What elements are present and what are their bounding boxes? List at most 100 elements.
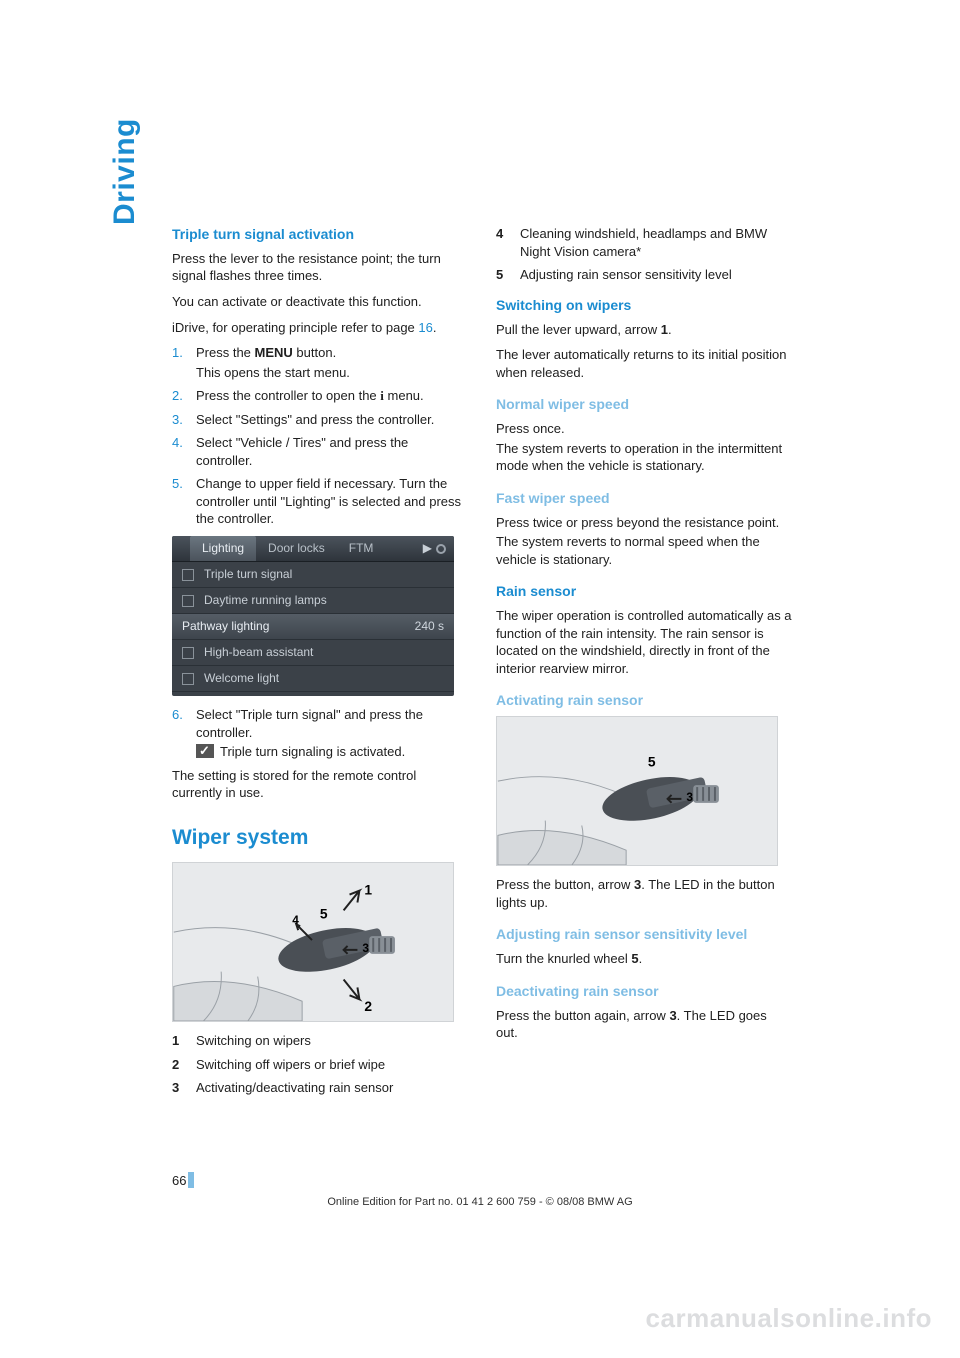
- knob-icon: [436, 544, 446, 554]
- rain-sensor-diagram-svg: 3 5: [497, 717, 777, 865]
- text: .: [668, 322, 672, 337]
- menu-tabs: Lighting Door locks FTM ▶: [172, 536, 454, 562]
- arrow-right-icon: ▶: [423, 540, 432, 556]
- subheading-adjusting-sensitivity: Adjusting rain sensor sensitivity level: [496, 925, 792, 944]
- list-number: 3.: [172, 411, 196, 429]
- page-link[interactable]: 16: [418, 320, 432, 335]
- definition-text: Switching off wipers or brief wipe: [196, 1056, 468, 1074]
- svg-text:5: 5: [648, 754, 656, 770]
- text: Pull the lever upward, arrow: [496, 322, 661, 337]
- text: Press the: [196, 345, 255, 360]
- list-number: 2.: [172, 387, 196, 405]
- tab-lighting: Lighting: [190, 536, 256, 561]
- paragraph: The system reverts to normal speed when …: [496, 533, 792, 568]
- definition-number: 3: [172, 1079, 196, 1097]
- text: Select "Triple turn signal" and press th…: [196, 707, 423, 740]
- list-body: Press the controller to open the i menu.: [196, 387, 468, 405]
- definition-number: 4: [496, 225, 520, 260]
- paragraph: Pull the lever upward, arrow 1.: [496, 321, 792, 339]
- definition-item: 1 Switching on wipers: [172, 1032, 468, 1050]
- menu-row: High-beam assistant: [172, 640, 454, 666]
- list-body: Press the MENU button. This opens the st…: [196, 344, 468, 381]
- checkbox-icon: [182, 595, 194, 607]
- svg-text:5: 5: [320, 905, 328, 921]
- list-body: Change to upper field if necessary. Turn…: [196, 475, 468, 528]
- ordered-list: 1. Press the MENU button. This opens the…: [172, 344, 468, 528]
- menu-row: Welcome light: [172, 666, 454, 692]
- watermark: carmanualsonline.info: [646, 1303, 932, 1334]
- page-number: 66: [172, 1172, 194, 1188]
- wiper-diagram-main: 1 2 3 4 5: [172, 862, 454, 1022]
- definition-text: Activating/deactivating rain sensor: [196, 1079, 468, 1097]
- list-item: 5. Change to upper field if necessary. T…: [172, 475, 468, 528]
- menu-row-label: High-beam assistant: [204, 644, 313, 660]
- text: Press the button again, arrow: [496, 1008, 669, 1023]
- paragraph: Press the button, arrow 3. The LED in th…: [496, 876, 792, 911]
- heading-triple-turn: Triple turn signal activation: [172, 225, 468, 244]
- heading-switching-on-wipers: Switching on wipers: [496, 296, 792, 315]
- paragraph: You can activate or deactivate this func…: [172, 293, 468, 311]
- paragraph: iDrive, for operating principle refer to…: [172, 319, 468, 337]
- left-column: Triple turn signal activation Press the …: [172, 225, 468, 1103]
- menu-row-label: Daytime running lamps: [204, 592, 327, 608]
- menu-row-selected: Pathway lighting 240 s: [172, 614, 454, 640]
- list-body: Select "Settings" and press the controll…: [196, 411, 468, 429]
- checkbox-icon: [182, 569, 194, 581]
- heading-wiper-system: Wiper system: [172, 824, 468, 852]
- right-column: 4 Cleaning windshield, headlamps and BMW…: [496, 225, 792, 1103]
- text: .: [639, 951, 643, 966]
- subheading-deactivating-rain-sensor: Deactivating rain sensor: [496, 982, 792, 1001]
- heading-rain-sensor: Rain sensor: [496, 582, 792, 601]
- paragraph: Press the lever to the resistance point;…: [172, 250, 468, 285]
- paragraph: Press the button again, arrow 3. The LED…: [496, 1007, 792, 1042]
- list-number: 5.: [172, 475, 196, 528]
- text: Press the controller to open the: [196, 388, 380, 403]
- svg-text:1: 1: [364, 882, 372, 898]
- menu-row-label: Welcome light: [204, 670, 279, 686]
- list-item: 1. Press the MENU button. This opens the…: [172, 344, 468, 381]
- content-columns: Triple turn signal activation Press the …: [172, 225, 792, 1103]
- paragraph: The lever automatically returns to its i…: [496, 346, 792, 381]
- subheading-fast-speed: Fast wiper speed: [496, 489, 792, 508]
- list-number: 4.: [172, 434, 196, 469]
- paragraph: Press twice or press beyond the resistan…: [496, 514, 792, 532]
- page: Driving Triple turn signal activation Pr…: [0, 0, 960, 1358]
- checkbox-icon: [182, 673, 194, 685]
- text: button.: [293, 345, 336, 360]
- definition-number: 2: [172, 1056, 196, 1074]
- text: Press the button, arrow: [496, 877, 634, 892]
- arrow-ref: 1: [661, 322, 668, 337]
- list-number: 6.: [172, 706, 196, 761]
- text: .: [433, 320, 437, 335]
- list-item: 2. Press the controller to open the i me…: [172, 387, 468, 405]
- list-item: 3. Select "Settings" and press the contr…: [172, 411, 468, 429]
- definition-item: 4 Cleaning windshield, headlamps and BMW…: [496, 225, 792, 260]
- menu-row: Triple turn signal: [172, 562, 454, 588]
- definition-item: 3 Activating/deactivating rain sensor: [172, 1079, 468, 1097]
- footer-line: Online Edition for Part no. 01 41 2 600 …: [0, 1196, 960, 1208]
- definition-number: 1: [172, 1032, 196, 1050]
- text: Triple turn signaling is activated.: [220, 744, 405, 759]
- page-number-value: 66: [172, 1173, 186, 1188]
- svg-text:4: 4: [292, 913, 299, 927]
- definition-text: Adjusting rain sensor sensitivity level: [520, 266, 792, 284]
- menu-row-label: Triple turn signal: [204, 566, 292, 582]
- text: menu.: [384, 388, 424, 403]
- page-number-bar-icon: [188, 1172, 194, 1188]
- arrow-ref: 3: [669, 1008, 676, 1023]
- list-subtext: This opens the start menu.: [196, 364, 468, 382]
- list-body: Select "Vehicle / Tires" and press the c…: [196, 434, 468, 469]
- wiper-diagram-rain-sensor: 3 5: [496, 716, 778, 866]
- menu-button-label: MENU: [255, 345, 293, 360]
- tab-scroll-arrow: ▶: [423, 540, 454, 556]
- definition-item: 2 Switching off wipers or brief wipe: [172, 1056, 468, 1074]
- tab-door-locks: Door locks: [256, 536, 337, 561]
- definition-item: 5 Adjusting rain sensor sensitivity leve…: [496, 266, 792, 284]
- paragraph: Press once.: [496, 420, 792, 438]
- paragraph: The system reverts to operation in the i…: [496, 440, 792, 475]
- menu-row: Daytime running lamps: [172, 588, 454, 614]
- list-item: 6. Select "Triple turn signal" and press…: [172, 706, 468, 761]
- idrive-menu-screenshot: Lighting Door locks FTM ▶ Triple turn si…: [172, 536, 454, 696]
- checkmark-icon: [196, 744, 214, 758]
- wiper-diagram-svg: 1 2 3 4 5: [173, 863, 453, 1021]
